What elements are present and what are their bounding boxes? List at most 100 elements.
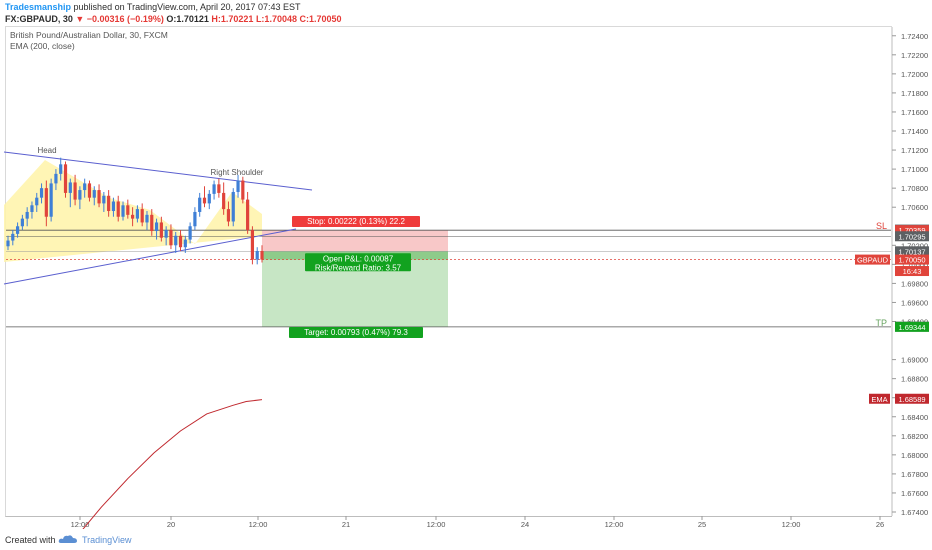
candle-body[interactable]	[102, 195, 106, 204]
ema-tag[interactable]	[869, 393, 890, 404]
candle-body[interactable]	[178, 235, 183, 248]
candle-body[interactable]	[231, 191, 235, 222]
candle-body[interactable]	[20, 218, 24, 227]
price-tag[interactable]	[895, 231, 929, 242]
candle-body[interactable]	[246, 199, 250, 231]
price-tag-label: 1.70295	[898, 232, 925, 241]
candle-body[interactable]	[212, 184, 216, 194]
sl-label[interactable]: SL	[876, 221, 887, 231]
price-tag[interactable]	[895, 246, 929, 257]
right-shoulder-label[interactable]: Right Shoulder	[211, 168, 264, 177]
candle-body[interactable]	[154, 222, 159, 232]
y-tick-label: 1.70600	[901, 203, 928, 212]
candle-body[interactable]	[140, 209, 144, 223]
y-tick-label: 1.71000	[901, 165, 928, 174]
candle-body[interactable]	[250, 230, 255, 260]
candle-body[interactable]	[83, 183, 87, 191]
price-tag[interactable]	[895, 393, 929, 404]
candle-body[interactable]	[241, 180, 245, 200]
head-label[interactable]: Head	[37, 146, 56, 155]
candle-body[interactable]	[68, 182, 72, 193]
x-tick-label: 12:00	[427, 520, 446, 529]
candle-body[interactable]	[135, 209, 139, 219]
y-tick-label: 1.69600	[901, 298, 928, 307]
candle-body[interactable]	[255, 251, 259, 260]
stop-loss-zone[interactable]	[262, 230, 448, 252]
candle-body[interactable]	[116, 201, 120, 217]
candle-body[interactable]	[54, 173, 58, 184]
y-tick-label: 1.71600	[901, 108, 928, 117]
ema-indicator-label[interactable]: EMA (200, close)	[10, 41, 75, 51]
candle-body[interactable]	[145, 214, 149, 223]
stop-label-box[interactable]	[292, 216, 420, 227]
candle-body[interactable]	[198, 197, 202, 212]
candle-body[interactable]	[217, 184, 221, 193]
chart-legend: British Pound/Australian Dollar, 30, FXC…	[10, 30, 168, 52]
plot-area[interactable]	[5, 26, 892, 517]
candle-body[interactable]	[49, 183, 53, 217]
candle-body[interactable]	[169, 230, 173, 246]
candle-body[interactable]	[150, 214, 154, 232]
candle-body[interactable]	[87, 183, 92, 198]
author-link[interactable]: Tradesmanship	[5, 2, 72, 12]
candle-body[interactable]	[25, 211, 29, 219]
candle-body[interactable]	[59, 164, 63, 174]
x-tick-label: 12:00	[71, 520, 90, 529]
pnl-label-text: Risk/Reward Ratio: 3.57	[315, 263, 402, 272]
candle-body[interactable]	[39, 188, 44, 198]
x-tick-label: 26	[876, 520, 884, 529]
price-tag-label: 1.70050	[898, 256, 925, 265]
candle-body[interactable]	[183, 239, 187, 248]
candle-body[interactable]	[260, 251, 264, 260]
candle-body[interactable]	[226, 209, 231, 222]
candle-body[interactable]	[159, 222, 163, 238]
price-tag[interactable]	[895, 225, 929, 236]
y-tick-label: 1.70200	[901, 241, 928, 250]
candle-body[interactable]	[15, 226, 20, 234]
y-tick-label: 1.70000	[901, 260, 928, 269]
tp-label[interactable]: TP	[875, 318, 887, 328]
ema-line[interactable]	[74, 399, 263, 540]
candle-body[interactable]	[193, 211, 197, 227]
candle-body[interactable]	[164, 230, 168, 238]
tradingview-brand[interactable]: TradingView	[82, 535, 132, 545]
y-tick-label: 1.67800	[901, 470, 928, 479]
candle-body[interactable]	[73, 182, 77, 200]
candle-body[interactable]	[35, 197, 39, 206]
candle-body[interactable]	[188, 226, 192, 240]
y-tick-label: 1.70800	[901, 184, 928, 193]
candle-body[interactable]	[202, 197, 207, 204]
price-tag[interactable]	[895, 321, 929, 332]
symbol-tag[interactable]	[855, 254, 890, 265]
x-tick-label: 25	[698, 520, 706, 529]
candle-body[interactable]	[107, 195, 111, 212]
candle-body[interactable]	[207, 193, 211, 204]
candle-body[interactable]	[11, 233, 15, 241]
y-tick-label: 1.71400	[901, 127, 928, 136]
lower-trendline[interactable]	[3, 228, 297, 285]
candle-body[interactable]	[78, 190, 82, 200]
ema-tag-label: EMA	[871, 395, 887, 404]
y-tick-label: 1.68200	[901, 432, 928, 441]
chart-header: Tradesmanship published on TradingView.c…	[0, 0, 932, 28]
pnl-label-box[interactable]	[305, 253, 411, 272]
price-tag[interactable]	[895, 266, 929, 277]
candle-body[interactable]	[236, 180, 240, 192]
candle-body[interactable]	[174, 235, 178, 246]
price-tag[interactable]	[895, 254, 929, 265]
candle-body[interactable]	[111, 201, 116, 212]
y-tick-label: 1.72400	[901, 32, 928, 41]
upper-trendline[interactable]	[3, 151, 313, 191]
candle-body[interactable]	[6, 240, 10, 247]
candle-body[interactable]	[97, 190, 101, 204]
candle-body[interactable]	[92, 190, 96, 198]
candle-body[interactable]	[131, 214, 135, 219]
candle-body[interactable]	[121, 205, 125, 217]
candle-body[interactable]	[63, 164, 68, 193]
target-label-box[interactable]	[289, 327, 423, 338]
candle-body[interactable]	[126, 205, 130, 215]
candle-body[interactable]	[30, 205, 34, 212]
candle-body[interactable]	[44, 188, 48, 217]
candle-body[interactable]	[222, 192, 226, 210]
